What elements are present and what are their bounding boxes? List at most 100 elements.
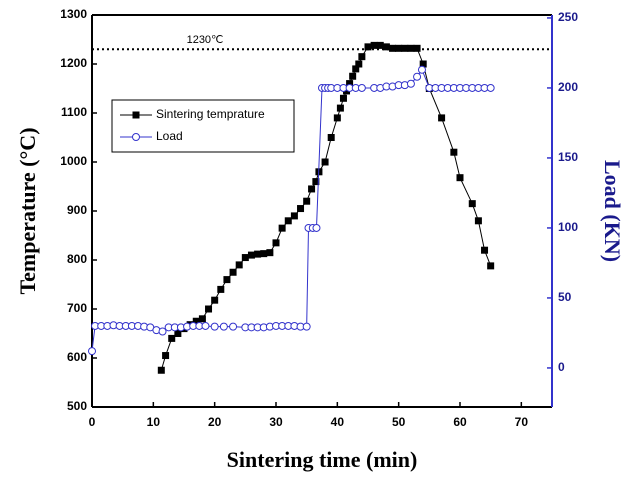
data-point	[352, 65, 360, 73]
data-point	[456, 174, 464, 182]
x-axis-title: Sintering time (min)	[227, 447, 418, 472]
data-point	[158, 327, 167, 336]
series-line	[160, 44, 492, 371]
data-point	[336, 104, 344, 112]
data-point	[254, 250, 262, 258]
data-point	[198, 315, 206, 323]
data-point	[229, 268, 237, 276]
y-tick-label: 800	[67, 252, 87, 266]
y2-tick-label: 0	[558, 360, 565, 374]
data-point	[450, 148, 458, 156]
y-tick-label: 1200	[60, 56, 87, 70]
y-tick-label: 900	[67, 203, 87, 217]
legend-label: Load	[156, 129, 183, 143]
legend-marker	[132, 133, 140, 141]
y2-tick-label: 150	[558, 150, 578, 164]
data-point	[481, 246, 489, 254]
x-tick-label: 10	[147, 415, 161, 429]
data-point	[370, 41, 378, 49]
legend-label: Sintering temprature	[156, 107, 265, 121]
data-point	[284, 217, 292, 225]
x-tick-label: 70	[515, 415, 529, 429]
data-point	[223, 276, 231, 284]
data-point	[474, 217, 482, 225]
data-point	[241, 254, 249, 262]
data-point	[355, 60, 363, 68]
data-point	[339, 94, 347, 102]
data-point	[217, 285, 225, 293]
data-point	[272, 239, 280, 247]
data-point	[303, 197, 311, 205]
data-point	[162, 352, 170, 360]
data-point	[88, 347, 96, 356]
data-point	[486, 83, 495, 92]
data-point	[346, 80, 354, 88]
data-point	[210, 322, 219, 331]
y-tick-label: 700	[67, 301, 87, 315]
reference-label: 1230℃	[187, 34, 224, 46]
y2-tick-label: 50	[558, 290, 572, 304]
x-tick-label: 20	[208, 415, 222, 429]
data-point	[308, 185, 316, 193]
y-tick-label: 600	[67, 350, 87, 364]
data-point	[382, 43, 390, 51]
y-tick-label: 500	[67, 399, 87, 413]
y2-axis-title: Load (KN)	[600, 160, 625, 262]
data-point	[297, 205, 305, 213]
data-point	[343, 87, 351, 95]
data-point	[327, 134, 335, 141]
x-tick-label: 40	[331, 415, 345, 429]
data-point	[260, 250, 268, 258]
data-point	[376, 41, 384, 49]
data-point	[266, 249, 274, 257]
data-point	[312, 223, 321, 232]
data-point	[407, 44, 415, 52]
x-tick-label: 60	[453, 415, 467, 429]
data-point	[357, 83, 366, 92]
y-tick-label: 1000	[60, 154, 87, 168]
data-point	[364, 43, 372, 51]
y2-tick-label: 100	[558, 220, 578, 234]
data-point	[468, 200, 476, 208]
x-tick-label: 0	[89, 415, 96, 429]
data-point	[413, 44, 421, 52]
data-point	[413, 72, 422, 81]
data-point	[247, 251, 255, 259]
y-tick-label: 1300	[60, 7, 87, 21]
data-point	[438, 114, 446, 122]
data-point	[358, 53, 366, 61]
y-axis-title: Temperature (°C)	[15, 127, 40, 294]
legend-box	[111, 99, 295, 153]
data-point	[201, 321, 210, 330]
data-point	[157, 366, 165, 374]
data-point	[302, 322, 311, 331]
x-tick-label: 30	[269, 415, 283, 429]
data-point	[205, 305, 213, 313]
data-point	[312, 178, 320, 186]
data-point	[417, 65, 426, 74]
data-point	[229, 322, 238, 331]
data-point	[278, 224, 286, 232]
y-tick-label: 1100	[61, 105, 87, 119]
data-point	[235, 261, 243, 269]
data-point	[401, 44, 409, 52]
data-point	[168, 334, 176, 342]
data-point	[395, 44, 403, 52]
data-point	[174, 330, 182, 337]
data-point	[419, 60, 427, 68]
data-point	[321, 158, 329, 166]
data-point	[487, 262, 495, 270]
data-point	[219, 322, 228, 331]
data-point	[192, 317, 200, 325]
x-tick-label: 50	[392, 415, 406, 429]
data-point	[406, 79, 415, 88]
data-point	[290, 212, 298, 220]
data-point	[389, 44, 397, 52]
legend-marker	[132, 111, 140, 119]
data-point	[333, 114, 341, 122]
data-point	[349, 72, 357, 80]
y2-tick-label: 250	[558, 10, 578, 24]
y2-tick-label: 200	[558, 80, 578, 94]
data-point	[211, 296, 219, 304]
